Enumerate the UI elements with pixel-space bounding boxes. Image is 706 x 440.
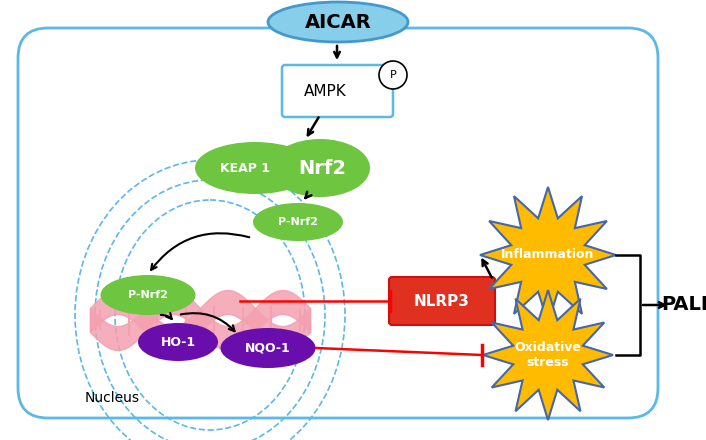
Ellipse shape: [100, 275, 196, 315]
Circle shape: [379, 61, 407, 89]
Text: NQO-1: NQO-1: [245, 341, 291, 355]
FancyBboxPatch shape: [282, 65, 393, 117]
Text: P-Nrf2: P-Nrf2: [128, 290, 168, 300]
Polygon shape: [483, 290, 613, 420]
Text: NLRP3: NLRP3: [414, 293, 470, 308]
FancyBboxPatch shape: [18, 28, 658, 418]
Text: Nrf2: Nrf2: [298, 158, 346, 177]
Text: KEAP 1: KEAP 1: [220, 161, 270, 175]
Ellipse shape: [138, 323, 218, 361]
Ellipse shape: [270, 139, 370, 197]
FancyBboxPatch shape: [389, 277, 495, 325]
Text: P-Nrf2: P-Nrf2: [278, 217, 318, 227]
Text: AMPK: AMPK: [304, 84, 347, 99]
Text: AICAR: AICAR: [304, 12, 371, 32]
Text: PALI: PALI: [662, 296, 706, 315]
Polygon shape: [480, 187, 616, 323]
Text: Inflammation: Inflammation: [501, 249, 594, 261]
Text: Oxidative
stress: Oxidative stress: [515, 341, 582, 369]
Text: P: P: [390, 70, 396, 80]
Text: Nucleus: Nucleus: [85, 391, 140, 405]
Ellipse shape: [220, 328, 316, 368]
Text: HO-1: HO-1: [160, 335, 196, 348]
Ellipse shape: [195, 142, 315, 194]
Ellipse shape: [268, 2, 408, 42]
Ellipse shape: [253, 203, 343, 241]
